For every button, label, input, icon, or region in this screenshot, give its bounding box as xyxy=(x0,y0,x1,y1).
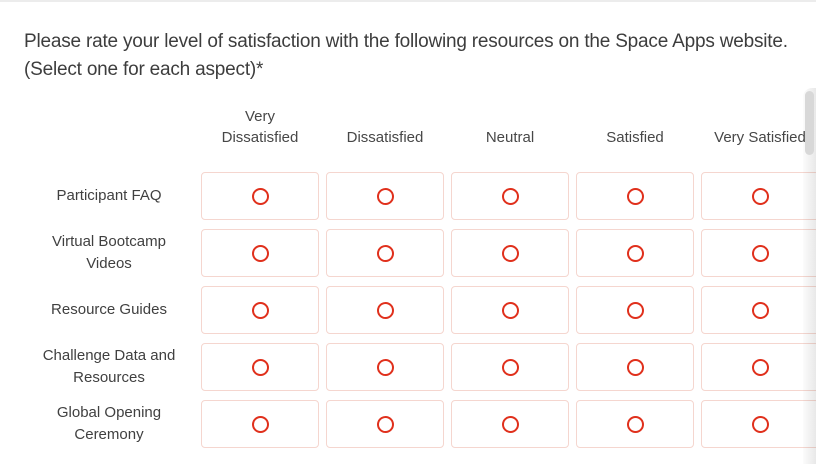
column-header-line: Dissatisfied xyxy=(221,129,299,146)
radio-cell[interactable] xyxy=(201,286,319,334)
radio-cell[interactable] xyxy=(576,229,694,277)
scrollbar-thumb[interactable] xyxy=(805,91,814,155)
column-header-very-dissatisfied: Very Dissatisfied xyxy=(201,88,319,163)
radio-cell[interactable] xyxy=(326,400,444,448)
radio-button-icon xyxy=(251,415,269,433)
radio-cell[interactable] xyxy=(451,286,569,334)
question-title: Please rate your level of satisfaction w… xyxy=(24,31,788,80)
radio-button-icon xyxy=(626,358,644,376)
column-header-line: Neutral xyxy=(485,129,535,146)
radio-button-icon xyxy=(751,301,769,319)
radio-cell[interactable] xyxy=(701,343,816,391)
radio-cell[interactable] xyxy=(576,400,694,448)
radio-cell[interactable] xyxy=(576,286,694,334)
radio-cell[interactable] xyxy=(326,229,444,277)
row-label-participant-faq: Participant FAQ xyxy=(56,187,162,204)
radio-cell[interactable] xyxy=(701,172,816,220)
question-block: Please rate your level of satisfaction w… xyxy=(24,28,816,448)
radio-button-icon xyxy=(376,244,394,262)
radio-button-icon xyxy=(626,187,644,205)
radio-button-icon xyxy=(501,358,519,376)
radio-button-icon xyxy=(251,358,269,376)
radio-cell[interactable] xyxy=(451,172,569,220)
radio-cell[interactable] xyxy=(451,400,569,448)
radio-button-icon xyxy=(626,415,644,433)
radio-cell[interactable] xyxy=(201,172,319,220)
radio-button-icon xyxy=(751,244,769,262)
column-header-neutral: Neutral xyxy=(451,88,569,163)
radio-cell[interactable] xyxy=(701,400,816,448)
radio-cell[interactable] xyxy=(701,286,816,334)
radio-button-icon xyxy=(751,358,769,376)
radio-cell[interactable] xyxy=(201,400,319,448)
radio-button-icon xyxy=(501,244,519,262)
row-label-resource-guides: Resource Guides xyxy=(51,301,167,318)
radio-cell[interactable] xyxy=(576,172,694,220)
radio-cell[interactable] xyxy=(326,343,444,391)
row-label-global-opening-ceremony: Global Opening Ceremony xyxy=(56,404,162,443)
row-label-virtual-bootcamp-videos: Virtual Bootcamp Videos xyxy=(52,233,166,272)
radio-button-icon xyxy=(376,301,394,319)
radio-cell[interactable] xyxy=(201,343,319,391)
radio-button-icon xyxy=(626,301,644,319)
radio-button-icon xyxy=(251,301,269,319)
radio-cell[interactable] xyxy=(201,229,319,277)
radio-button-icon xyxy=(251,187,269,205)
radio-button-icon xyxy=(501,187,519,205)
column-header-line: Satisfied xyxy=(606,129,664,146)
radio-cell[interactable] xyxy=(326,172,444,220)
column-header-dissatisfied: Dissatisfied xyxy=(326,88,444,163)
radio-cell[interactable] xyxy=(451,343,569,391)
radio-cell[interactable] xyxy=(701,229,816,277)
column-header-line: Very Satisfied xyxy=(714,129,806,146)
radio-button-icon xyxy=(376,358,394,376)
scroll-shadow xyxy=(803,88,816,464)
radio-button-icon xyxy=(501,415,519,433)
radio-button-icon xyxy=(626,244,644,262)
radio-button-icon xyxy=(376,415,394,433)
row-label-challenge-data-and-resources: Challenge Data and Resources xyxy=(42,347,176,386)
radio-cell[interactable] xyxy=(451,229,569,277)
column-header-very-satisfied: Very Satisfied xyxy=(701,88,816,163)
radio-button-icon xyxy=(751,415,769,433)
radio-button-icon xyxy=(501,301,519,319)
column-header-line: Dissatisfied xyxy=(346,129,424,146)
top-divider xyxy=(0,0,816,2)
radio-cell[interactable] xyxy=(576,343,694,391)
column-header-satisfied: Satisfied xyxy=(576,88,694,163)
radio-button-icon xyxy=(251,244,269,262)
radio-button-icon xyxy=(751,187,769,205)
radio-cell[interactable] xyxy=(326,286,444,334)
header-spacer xyxy=(24,88,194,163)
satisfaction-matrix: Very Dissatisfied Dissatisfied Neutral S… xyxy=(24,88,816,448)
column-header-line: Very xyxy=(244,108,275,125)
radio-button-icon xyxy=(376,187,394,205)
